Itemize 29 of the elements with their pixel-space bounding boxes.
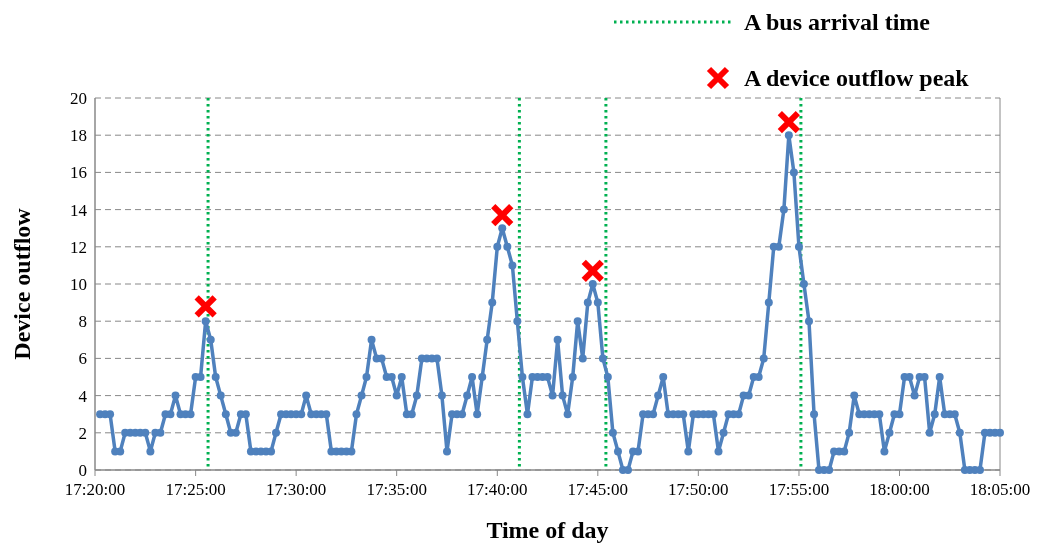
- point: [580, 258, 605, 283]
- y-axis-title: Device outflow: [9, 207, 35, 360]
- y-tick-label: 4: [78, 386, 88, 406]
- x-tick-label: 17:55:00: [768, 480, 830, 499]
- legend-label: A device outflow peak: [744, 65, 970, 91]
- x-tick-label: 17:30:00: [265, 480, 327, 499]
- x-tick-label: 17:20:00: [64, 480, 126, 499]
- point: [193, 294, 218, 319]
- legend-label: A bus arrival time: [744, 9, 931, 35]
- y-tick-label: 6: [78, 349, 87, 369]
- y-tick-label: 20: [70, 89, 87, 108]
- y-tick-label: 12: [70, 237, 87, 257]
- x-tick-label: 17:25:00: [165, 480, 226, 499]
- y-tick-label: 0: [78, 461, 87, 480]
- x-tick-label: 17:35:00: [366, 480, 427, 499]
- x-axis-title: Time of day: [486, 517, 609, 543]
- y-tick-label: 8: [78, 312, 87, 332]
- x-tick-label: 17:40:00: [467, 480, 528, 499]
- x-tick-label: 17:50:00: [668, 480, 729, 499]
- y-tick-label: 14: [70, 200, 88, 220]
- x-tick-label: 18:00:00: [869, 480, 930, 499]
- point: [776, 110, 801, 135]
- point: [490, 203, 515, 228]
- y-tick-label: 2: [78, 423, 87, 443]
- y-tick-label: 16: [70, 163, 87, 183]
- y-tick-label: 10: [70, 275, 87, 294]
- x-tick-label: 18:05:00: [969, 480, 1031, 499]
- x-tick-label: 17:45:00: [567, 480, 629, 499]
- y-tick-label: 18: [70, 126, 87, 146]
